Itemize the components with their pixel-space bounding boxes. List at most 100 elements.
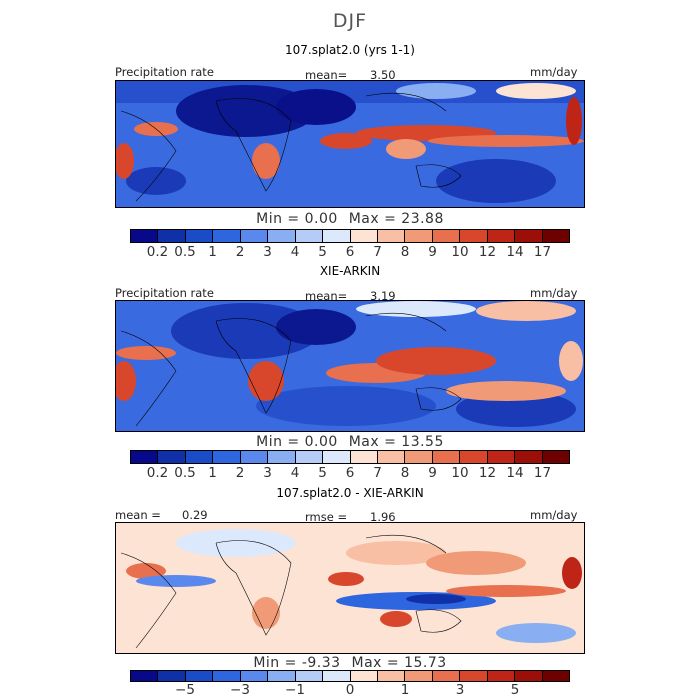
colorbar-swatch — [377, 671, 406, 681]
panel-3-pos-atlantic — [126, 563, 166, 579]
panel-3-minmax: Min = -9.33 Max = 15.73 — [0, 655, 700, 671]
panel-2-units: mm/day — [530, 286, 578, 300]
panel-1-min-value: 0.00 — [304, 211, 338, 227]
colorbar-swatch — [487, 451, 516, 463]
colorbar-tick-label: 1 — [208, 244, 217, 260]
panel-3-colorbar — [130, 670, 570, 682]
panel-1-africa-rain — [252, 143, 280, 179]
panel-2-dry-south-indian — [256, 386, 436, 426]
colorbar-swatch — [185, 451, 214, 463]
panel-1-colorbar-ticks: 0.2 0.5 1 2 3 4 5 6 7 8 9 10 12 14 17 — [130, 244, 570, 262]
colorbar-tick-label: 1 — [400, 682, 410, 698]
colorbar-tick-label: 17 — [533, 244, 552, 260]
colorbar-swatch — [515, 451, 543, 463]
colorbar-tick-label: 3 — [455, 682, 465, 698]
panel-3-coast-africa — [215, 540, 292, 636]
panel-1-coast-africa — [215, 98, 292, 192]
panel-1-light-ne-pacific — [496, 83, 576, 99]
panel-3-units: mm/day — [530, 508, 578, 522]
panel-2-africa-rain — [248, 361, 284, 401]
colorbar-tick-label: 0 — [345, 682, 355, 698]
panel-2-colorbar — [130, 450, 570, 464]
colorbar-swatch — [542, 230, 569, 242]
colorbar-swatch — [350, 451, 378, 463]
colorbar-tick-label: 2 — [235, 465, 245, 481]
panel-1-units: mm/day — [530, 65, 578, 79]
panel-2-storm-track — [476, 301, 576, 321]
panel-2-coast-americas — [120, 330, 177, 427]
colorbar-tick-label: −5 — [175, 682, 195, 698]
colorbar-swatch — [323, 451, 351, 463]
panel-1-mean-label: mean= — [305, 68, 348, 82]
panel-2-quantity-label: Precipitation rate — [115, 286, 214, 300]
colorbar-swatch — [158, 451, 186, 463]
panel-1-map-svg — [116, 81, 584, 207]
panel-2-mean-label: mean= — [305, 289, 348, 303]
colorbar-swatch — [268, 671, 296, 681]
panel-2-title: XIE-ARKIN — [319, 264, 381, 278]
colorbar-swatch — [185, 671, 214, 681]
colorbar-tick-label: 14 — [506, 244, 524, 260]
panel-3-neg-atlantic — [136, 575, 216, 587]
panel-3-pos-asia — [346, 541, 446, 565]
panel-2-light-north-pacific — [356, 301, 476, 317]
colorbar-tick-label: −1 — [285, 682, 305, 698]
colorbar-tick-label: 10 — [451, 465, 469, 481]
panel-2-colorbar-ticks: 0.2 0.5 1 2 3 4 5 6 7 8 9 10 12 14 17 — [130, 465, 570, 483]
panel-1-map — [115, 80, 585, 208]
colorbar-tick-label: 5 — [318, 465, 327, 481]
colorbar-tick-label: 9 — [428, 465, 437, 481]
colorbar-swatch — [542, 671, 569, 681]
colorbar-tick-label: 9 — [428, 244, 437, 260]
panel-2-map — [115, 300, 585, 432]
panel-3-rmse-value: 1.96 — [370, 510, 396, 524]
colorbar-tick-label: 7 — [373, 465, 382, 481]
colorbar-tick-label: 17 — [533, 465, 552, 481]
colorbar-swatch — [240, 671, 269, 681]
colorbar-tick-label: 12 — [478, 465, 497, 481]
panel-3-colorbar-ticks: −5 −3 −1 0 1 3 5 — [130, 682, 570, 698]
colorbar-tick-label: 5 — [510, 682, 520, 698]
colorbar-tick-label: 1 — [208, 465, 217, 481]
panel-2-max-label: Max = — [348, 434, 397, 450]
panel-3-max-value: 15.73 — [404, 655, 447, 671]
panel-3-map — [115, 522, 585, 654]
colorbar-swatch — [542, 451, 569, 463]
panel-1-dry-sahara — [176, 85, 316, 137]
colorbar-swatch — [350, 230, 378, 242]
colorbar-swatch — [460, 230, 488, 242]
colorbar-swatch — [377, 451, 406, 463]
colorbar-swatch — [131, 451, 159, 463]
colorbar-swatch — [185, 230, 214, 242]
colorbar-tick-label: 3 — [263, 465, 272, 481]
colorbar-tick-label: 6 — [345, 244, 355, 260]
colorbar-swatch — [158, 671, 186, 681]
panel-3-pos-east-edge — [562, 557, 582, 589]
colorbar-tick-label: 0.5 — [174, 465, 196, 481]
panel-1-indian-ocean-rain — [320, 133, 372, 149]
colorbar-tick-label: −3 — [230, 682, 250, 698]
panel-3-coast-australia — [415, 609, 462, 633]
colorbar-tick-label: 7 — [373, 244, 382, 260]
panel-3-pos-africa — [252, 597, 280, 629]
colorbar-swatch — [295, 671, 324, 681]
panel-1-amazon-rain — [116, 143, 134, 179]
panel-2-min-label: Min = — [256, 434, 300, 450]
panel-2-coast-australia — [415, 387, 462, 411]
panel-2-coast-africa — [215, 318, 292, 414]
panel-3-mean-label: mean = — [115, 508, 161, 522]
colorbar-tick-label: 4 — [290, 244, 300, 260]
panel-2-map-svg — [116, 301, 584, 431]
colorbar-swatch — [131, 230, 159, 242]
panel-2-spcz — [446, 381, 566, 401]
panel-3-light-north — [176, 529, 296, 557]
panel-3-pos-pacific — [426, 551, 526, 575]
colorbar-swatch — [158, 230, 186, 242]
colorbar-swatch — [350, 671, 378, 681]
colorbar-swatch — [405, 671, 433, 681]
colorbar-swatch — [460, 451, 488, 463]
panel-2-east-edge — [559, 341, 583, 381]
colorbar-swatch — [213, 230, 241, 242]
colorbar-swatch — [213, 671, 241, 681]
colorbar-swatch — [295, 230, 324, 242]
